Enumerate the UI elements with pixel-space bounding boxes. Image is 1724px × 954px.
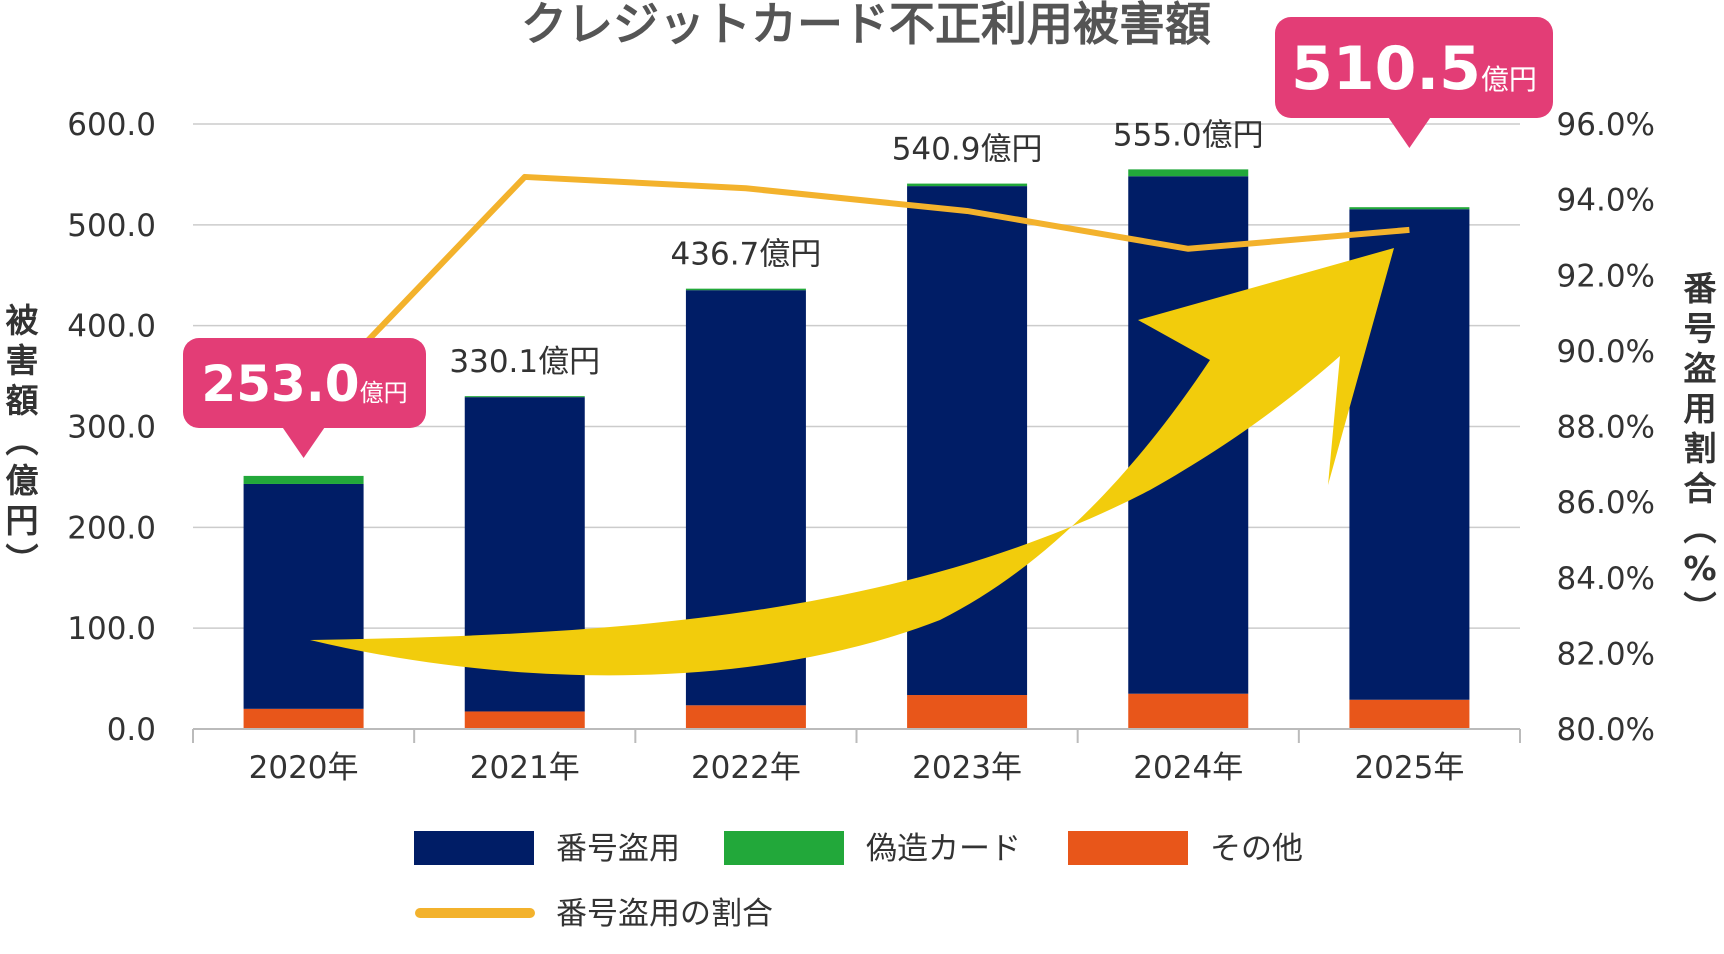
ratio-line-series xyxy=(301,173,1410,410)
legend-swatch xyxy=(1068,831,1188,865)
x-tick-label: 2025年 xyxy=(1354,750,1464,786)
legend-swatch xyxy=(414,831,534,865)
left-tick-label: 100.0 xyxy=(67,611,156,647)
bar-segment-other xyxy=(907,695,1028,729)
right-tick-label: 86.0% xyxy=(1557,485,1655,521)
left-tick-label: 500.0 xyxy=(67,208,156,244)
total-label: 555.0億円 xyxy=(1113,117,1264,153)
right-tick-label: 90.0% xyxy=(1557,334,1655,370)
bar-segment-counterfeit xyxy=(464,396,585,398)
bar-segment-counterfeit xyxy=(907,183,1028,187)
chart-title: クレジットカード不正利用被害額 xyxy=(521,0,1211,51)
bar-segment-other xyxy=(1349,699,1470,729)
callout-0: 253.0億円 xyxy=(183,338,426,458)
right-tick-label: 96.0% xyxy=(1557,107,1655,143)
trend-arrow-icon xyxy=(310,248,1394,676)
left-axis-ticks: 0.0 100.0 200.0 300.0 400.0 500.0 600.0 xyxy=(67,107,156,748)
right-tick-label: 92.0% xyxy=(1557,258,1655,294)
bar-segment-counterfeit xyxy=(685,288,806,291)
callout-box xyxy=(1275,17,1553,118)
callout-text: 253.0億円 xyxy=(201,355,407,413)
callout-unit: 億円 xyxy=(1481,63,1537,96)
right-tick-label: 82.0% xyxy=(1557,636,1655,672)
legend-swatch xyxy=(724,831,844,865)
x-axis: 2020年 2021年 2022年 2023年 2024年 2025年 xyxy=(192,728,1521,786)
x-tick-label: 2024年 xyxy=(1133,750,1243,786)
left-tick-label: 300.0 xyxy=(67,410,156,446)
bar-segment-counterfeit xyxy=(1349,207,1470,210)
right-tick-label: 88.0% xyxy=(1557,410,1655,446)
total-label: 330.1億円 xyxy=(449,344,600,380)
left-tick-label: 200.0 xyxy=(67,510,156,546)
legend-label: その他 xyxy=(1210,831,1303,867)
total-label: 540.9億円 xyxy=(892,132,1043,168)
bar-segment-other xyxy=(1128,693,1249,729)
callout-5: 510.5億円 xyxy=(1275,17,1553,148)
bar-segment-counterfeit xyxy=(1128,169,1249,177)
total-labels: 330.1億円 436.7億円 540.9億円 555.0億円 xyxy=(449,117,1263,380)
x-tick-label: 2020年 xyxy=(249,750,359,786)
legend-label: 番号盗用の割合 xyxy=(556,896,773,932)
left-tick-label: 400.0 xyxy=(67,309,156,345)
legend-label: 番号盗用 xyxy=(556,831,680,867)
right-tick-label: 94.0% xyxy=(1557,183,1655,219)
x-tick-label: 2022年 xyxy=(691,750,801,786)
callout-value: 253.0 xyxy=(201,355,359,413)
right-axis-ticks: 80.0% 82.0% 84.0% 86.0% 88.0% 90.0% 92.0% 94.0%… xyxy=(1557,107,1655,748)
total-label: 436.7億円 xyxy=(671,237,822,273)
bar-segment-number-theft xyxy=(243,483,364,709)
bar-segment-other xyxy=(464,711,585,729)
bar-segment-other xyxy=(685,705,806,729)
left-tick-label: 0.0 xyxy=(107,712,156,748)
callout-text: 510.5億円 xyxy=(1291,34,1537,104)
left-axis-title: 被害額︵億円︶ xyxy=(6,301,39,580)
callout-pointer xyxy=(281,426,326,458)
legend-label: 偽造カード xyxy=(866,831,1021,867)
x-tick-label: 2021年 xyxy=(470,750,580,786)
x-tick-label: 2023年 xyxy=(912,750,1022,786)
callout-unit: 億円 xyxy=(360,379,408,407)
callout-value: 510.5 xyxy=(1291,34,1481,104)
right-tick-label: 84.0% xyxy=(1557,561,1655,597)
bar-segment-counterfeit xyxy=(243,475,364,484)
callout-pointer xyxy=(1387,116,1432,148)
ratio-line xyxy=(301,173,1410,410)
bar-segment-other xyxy=(243,708,364,729)
callout-box xyxy=(183,338,426,428)
left-tick-label: 600.0 xyxy=(67,107,156,143)
right-tick-label: 80.0% xyxy=(1557,712,1655,748)
right-axis-title: 番号盗用割合︵% ︶ xyxy=(1683,269,1716,628)
